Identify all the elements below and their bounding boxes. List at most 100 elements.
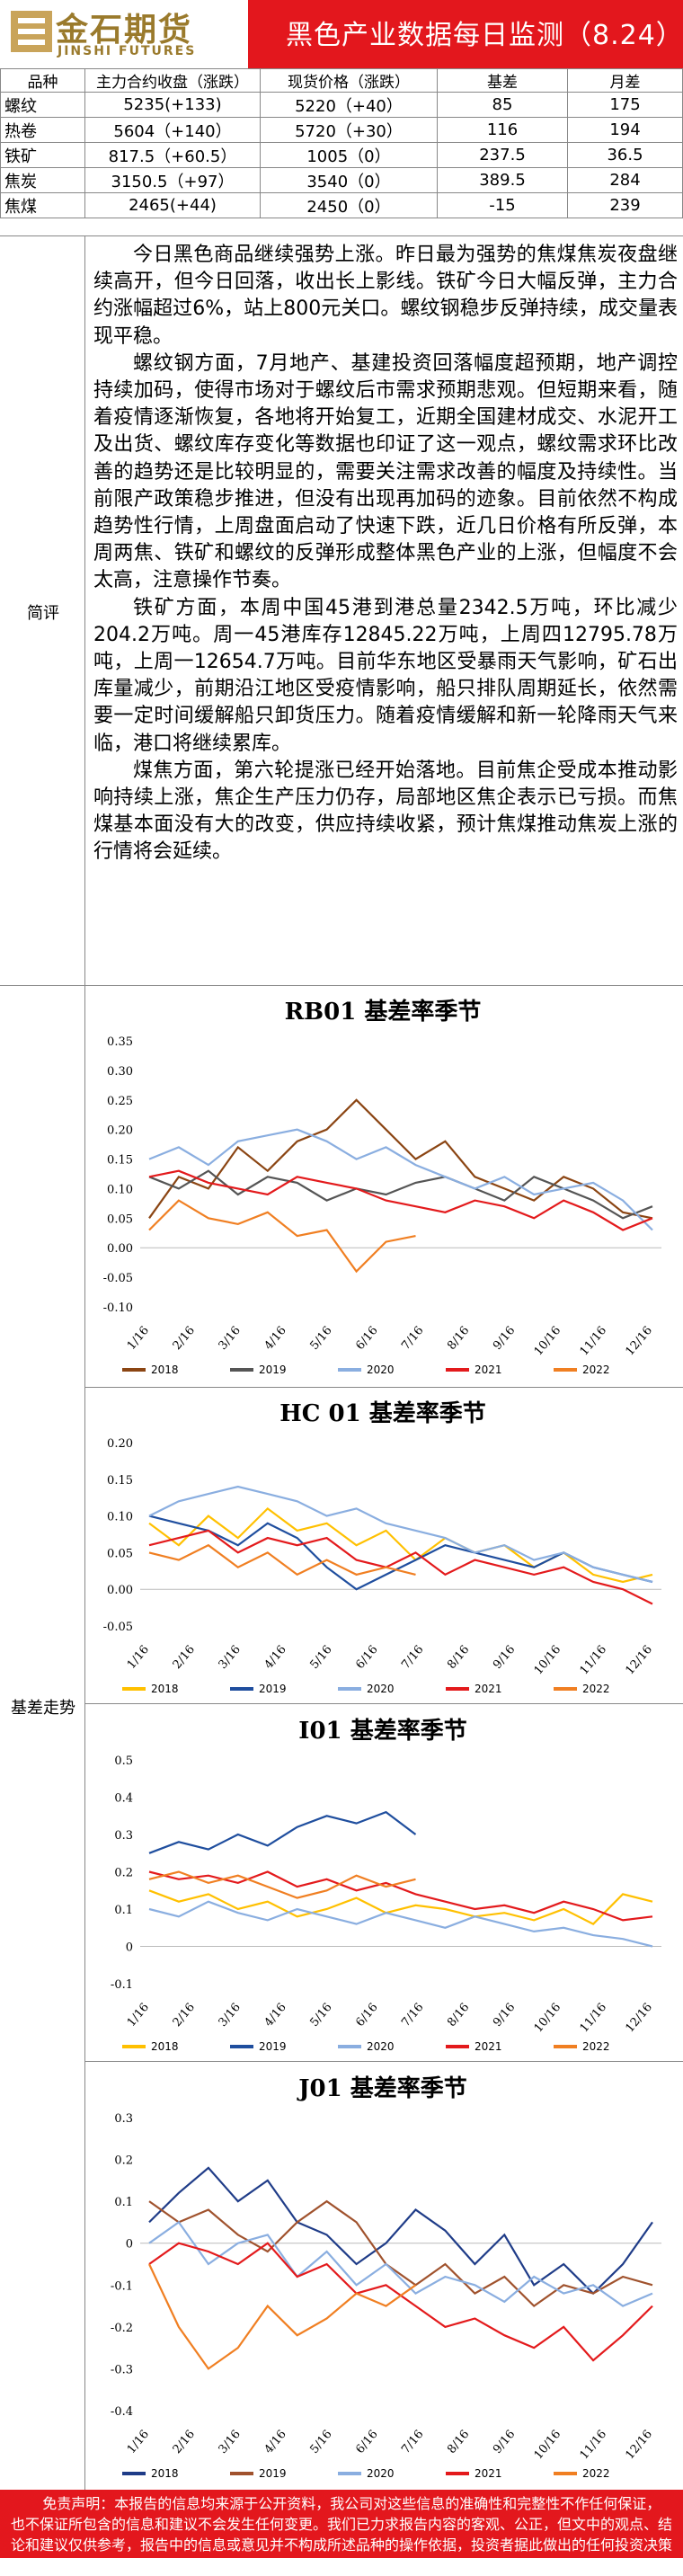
series-line-2019: [148, 1810, 417, 1854]
y-tick-label: 0.10: [107, 1183, 133, 1196]
x-tick-label: 2/16: [171, 2428, 198, 2456]
table-header-row: 品种 主力合约收盘（涨跌） 现货价格（涨跌） 基差 月差: [0, 68, 683, 93]
legend-label: 2022: [582, 1364, 610, 1376]
chart-rb01: RB01 基差率季节 0.35 0.30 0.25 0.20 0.15 0.10 0.05 0.…: [86, 987, 679, 1386]
legend-label: 2018: [151, 2467, 179, 2480]
legend-label: 2020: [367, 2040, 395, 2053]
legend-label: 2021: [475, 2040, 502, 2053]
x-tick-label: 11/16: [578, 2001, 610, 2035]
y-tick-label: 0.25: [107, 1095, 133, 1108]
y-tick-label: -0.05: [103, 1621, 133, 1634]
y-tick-label: 0.20: [107, 1437, 133, 1451]
y-tick-label: 0.1: [114, 2196, 133, 2209]
table-cell: 5220（+40）: [260, 92, 438, 118]
table-cell: 237.5: [437, 142, 568, 168]
series-line-2018: [148, 1506, 653, 1584]
y-tick-label: 0.30: [107, 1065, 133, 1079]
x-tick-label: 2/16: [171, 1643, 198, 1672]
table-cell: 焦煤: [0, 192, 85, 218]
series-line-2018: [148, 1889, 653, 1925]
chart-i01: I01 基差率季节 0.5 0.4 0.3 0.2 0.1 0 -0.1 1/16 2/16 3/1…: [86, 1706, 679, 2063]
y-tick-label: 0: [126, 2238, 133, 2252]
legend-label: 2019: [259, 2467, 287, 2480]
legend-label: 2018: [151, 1683, 179, 1695]
series-line-2020: [148, 2220, 653, 2307]
divider: [0, 235, 683, 236]
chart-hc01-svg: HC 01 基差率季节 0.20 0.15 0.10 0.05 0.00 -0.05 1/16…: [103, 1399, 661, 1695]
x-tick-label: 1/16: [125, 2428, 152, 2456]
x-tick-label: 5/16: [307, 1324, 334, 1353]
x-tick-label: 6/16: [353, 2001, 380, 2030]
series-line-2021: [148, 1870, 653, 1922]
series-line-2021: [148, 1169, 653, 1231]
x-tick-label: 1/16: [125, 1324, 152, 1353]
y-tick-label: -0.05: [103, 1272, 133, 1285]
page-title: 黑色产业数据每日监测（8.24）: [286, 20, 683, 51]
y-tick-label: -0.10: [103, 1301, 133, 1315]
logo: 金石期货 JINSHI FUTURES: [0, 0, 248, 68]
legend-label: 2022: [582, 1683, 610, 1695]
x-tick-label: 10/16: [532, 1643, 564, 1677]
table-row: 焦炭 3150.5（+97） 3540（0） 389.5 284: [0, 167, 683, 193]
x-tick-label: 2/16: [171, 1324, 198, 1353]
price-table: 品种 主力合约收盘（涨跌） 现货价格（涨跌） 基差 月差 螺纹 5235(+13…: [0, 68, 683, 218]
series-line-2021: [148, 1529, 653, 1605]
x-tick-label: 11/16: [578, 2428, 610, 2462]
x-tick-label: 10/16: [532, 2001, 564, 2035]
legend-label: 2019: [259, 1364, 287, 1376]
x-tick-label: 7/16: [399, 2428, 426, 2456]
table-cell: 239: [567, 192, 683, 218]
series-line-2022: [148, 2263, 417, 2370]
table-cell: 389.5: [437, 167, 568, 193]
x-tick-label: 4/16: [262, 1643, 289, 1672]
x-tick-label: 10/16: [532, 2428, 564, 2462]
x-tick-label: 12/16: [623, 1643, 655, 1677]
table-row: 热卷 5604（+140） 5720（+30） 116 194: [0, 117, 683, 143]
divider: [84, 2061, 683, 2062]
x-tick-label: 3/16: [217, 2001, 244, 2030]
table-cell: 817.5（+60.5）: [84, 142, 261, 168]
chart-hc01: HC 01 基差率季节 0.20 0.15 0.10 0.05 0.00 -0.05 1/16…: [86, 1389, 679, 1705]
x-tick-label: 7/16: [399, 1643, 426, 1672]
divider: [84, 1387, 683, 1388]
y-tick-label: 0.1: [114, 1904, 133, 1917]
review-label: 简评: [27, 604, 59, 623]
y-tick-label: -0.3: [111, 2363, 133, 2376]
x-tick-label: 8/16: [445, 1324, 472, 1353]
series-line-2020: [148, 1485, 653, 1584]
logo-en-text: JINSHI FUTURES: [58, 44, 197, 58]
y-tick-label: 0.2: [114, 1867, 133, 1880]
series-line-2020: [148, 1128, 653, 1231]
table-row: 焦煤 2465(+44) 2450（0） -15 239: [0, 192, 683, 218]
table-header-cell: 主力合约收盘（涨跌）: [84, 68, 261, 93]
x-tick-label: 9/16: [491, 2428, 518, 2456]
legend-label: 2021: [475, 1683, 502, 1695]
legend-label: 2020: [367, 1683, 395, 1695]
x-tick-label: 8/16: [445, 2428, 472, 2456]
table-row: 铁矿 817.5（+60.5） 1005（0） 237.5 36.5: [0, 142, 683, 168]
legend-label: 2022: [582, 2467, 610, 2480]
table-header-cell: 基差: [437, 68, 568, 93]
legend-label: 2020: [367, 2467, 395, 2480]
y-tick-label: 0.00: [107, 1242, 133, 1256]
y-tick-label: 0.00: [107, 1584, 133, 1597]
chart-title: HC 01 基差率季节: [279, 1399, 486, 1427]
chart-title: J01 基差率季节: [297, 2074, 467, 2102]
chart-title: I01 基差率季节: [298, 1717, 466, 1745]
table-cell: 194: [567, 117, 683, 143]
review-paragraph: 铁矿方面，本周中国45港到港总量2342.5万吨，环比减少204.2万吨。周一4…: [93, 596, 678, 755]
table-cell: 5604（+140）: [84, 117, 261, 143]
chart-j01-svg: J01 基差率季节 0.3 0.2 0.1 0 -0.1 -0.2 -0.3 -0.4 1/16 2…: [111, 2074, 661, 2480]
y-tick-label: 0.2: [114, 2154, 133, 2168]
x-tick-label: 9/16: [491, 2001, 518, 2030]
y-tick-label: 0.05: [107, 1547, 133, 1560]
x-tick-label: 12/16: [623, 2001, 655, 2035]
table-cell: 螺纹: [0, 92, 85, 118]
x-tick-label: 6/16: [353, 1643, 380, 1672]
table-cell: 3540（0）: [260, 167, 438, 193]
table-cell: 284: [567, 167, 683, 193]
table-header-cell: 品种: [0, 68, 85, 93]
table-cell: 铁矿: [0, 142, 85, 168]
series-line-2019: [148, 2199, 653, 2308]
review-paragraph: 煤焦方面，第六轮提涨已经开始落地。目前焦企受成本推动影响持续上涨，焦企生产压力仍…: [93, 759, 678, 864]
